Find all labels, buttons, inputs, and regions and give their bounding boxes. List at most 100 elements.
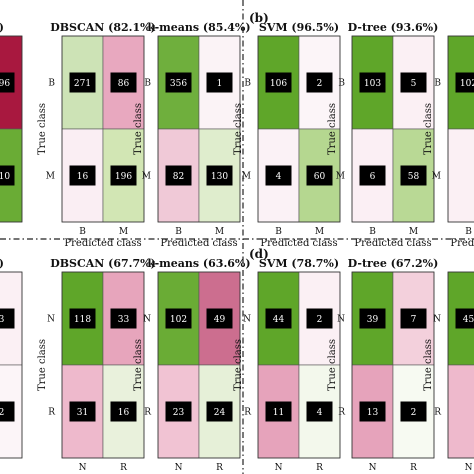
panel-label-b: (b) — [249, 11, 269, 25]
row-tick-label: N — [143, 315, 151, 325]
matrix-frame — [157, 35, 241, 223]
cell-value: 110 — [0, 172, 10, 182]
cell-value-box — [306, 165, 333, 186]
matrix-frame — [351, 271, 435, 459]
row-tick-label: M — [46, 172, 55, 182]
cell-value: 118 — [74, 315, 91, 325]
cell-value: 3 — [0, 315, 5, 325]
cell-value: 58 — [408, 172, 420, 182]
cell-value: 82 — [173, 172, 184, 182]
cell-value-box — [165, 308, 192, 329]
cell-value: 102 — [460, 79, 474, 89]
cell-value: 196 — [115, 172, 132, 182]
x-axis-label: Predicted class — [450, 238, 474, 249]
cell-value-box — [0, 401, 15, 422]
cell-value: 102 — [170, 315, 187, 325]
row-tick-label: R — [434, 408, 441, 418]
confusion-matrix-dbscan-82-1-1: DBSCAN (82.1%) 271 86 16 196 B M B M True class Pr… — [37, 21, 156, 249]
cell-value-box — [69, 308, 96, 329]
row-tick-label: R — [144, 408, 151, 418]
matrix-title: SVM (96.5%) — [259, 21, 339, 34]
cell-value: 45 — [463, 315, 474, 325]
cell-value-box — [359, 72, 386, 93]
cell-value: 106 — [270, 79, 287, 89]
cell-value-box — [306, 308, 333, 329]
cell-value-box — [69, 401, 96, 422]
cell-value-box — [0, 165, 15, 186]
cell-value: 5 — [411, 79, 417, 89]
matrix-cell — [102, 128, 145, 223]
cell-value: 6 — [370, 172, 376, 182]
col-tick-label: B — [465, 227, 472, 237]
col-tick-label: B — [175, 227, 182, 237]
matrix-title: DBSCAN (82.1%) — [50, 21, 156, 34]
cell-value: 2 — [317, 315, 323, 325]
confusion-matrix-svm-96-5-3: SVM (96.5%) 106 2 4 60 B M B M True class Predicte… — [233, 21, 341, 249]
cell-value: 24 — [214, 408, 226, 418]
x-axis-label: Predicted class — [64, 238, 141, 249]
cell-value: 7 — [411, 315, 417, 325]
cell-value-box — [206, 401, 233, 422]
row-tick-label: N — [433, 315, 441, 325]
matrix-frame — [61, 271, 145, 459]
matrix-title: D-tree (93.6%) — [348, 21, 439, 34]
cell-value: 39 — [367, 315, 379, 325]
cell-value-box — [359, 165, 386, 186]
col-tick-label: B — [79, 227, 86, 237]
row-tick-label: M — [142, 172, 151, 182]
col-tick-label: M — [119, 227, 128, 237]
row-tick-label: M — [242, 172, 251, 182]
col-tick-label: R — [316, 463, 323, 473]
y-axis-label: True class — [37, 339, 48, 391]
matrix-title: k-means (63.6%) — [147, 257, 250, 270]
matrix-cell — [447, 128, 474, 223]
col-tick-label: N — [369, 463, 377, 473]
cell-value: 13 — [367, 408, 379, 418]
row-tick-label: M — [336, 172, 345, 182]
cell-value-box — [265, 72, 292, 93]
cell-value: 271 — [74, 79, 91, 89]
confusion-matrix-5-8-6: …5.8%) 3 2 — [0, 257, 23, 459]
confusion-matrices: …7.6%)196110DBSCAN (82.1%)2718616196BMBM… — [0, 21, 474, 473]
cell-value-box — [400, 308, 427, 329]
row-tick-label: R — [338, 408, 345, 418]
confusion-matrix-7-6-0: …7.6%) 196 110 — [0, 21, 23, 223]
cell-value: 356 — [170, 79, 187, 89]
cell-value-box — [206, 72, 233, 93]
cell-value: 130 — [211, 172, 228, 182]
matrix-frame — [447, 35, 474, 223]
y-axis-label: True class — [327, 103, 338, 155]
cell-value: 16 — [118, 408, 130, 418]
cell-value-box — [0, 308, 15, 329]
panel-label-d: (d) — [249, 247, 269, 261]
cell-value: 60 — [314, 172, 326, 182]
cell-value-box — [69, 165, 96, 186]
cell-value-box — [165, 401, 192, 422]
row-tick-label: B — [338, 79, 345, 89]
matrix-frame — [447, 271, 474, 459]
row-tick-label: B — [434, 79, 441, 89]
cell-value-box — [359, 401, 386, 422]
matrix-frame — [257, 35, 341, 223]
matrix-frame — [257, 271, 341, 459]
col-tick-label: N — [175, 463, 183, 473]
cell-value-box — [265, 308, 292, 329]
col-tick-label: M — [315, 227, 324, 237]
cell-value: 1 — [217, 79, 223, 89]
cell-value-box — [206, 165, 233, 186]
col-tick-label: B — [275, 227, 282, 237]
row-tick-label: R — [48, 408, 55, 418]
cell-value-box — [0, 72, 15, 93]
matrix-title: SVM (78.7%) — [259, 257, 339, 270]
cell-value-box — [455, 72, 474, 93]
x-axis-label: Predicted class — [160, 238, 237, 249]
col-tick-label: R — [410, 463, 417, 473]
confusion-matrix-d-tree-93-6-4: D-tree (93.6%) 103 5 6 58 B M B M True class Predi… — [327, 21, 438, 249]
cell-value: 2 — [0, 408, 4, 418]
y-axis-label: True class — [133, 103, 144, 155]
